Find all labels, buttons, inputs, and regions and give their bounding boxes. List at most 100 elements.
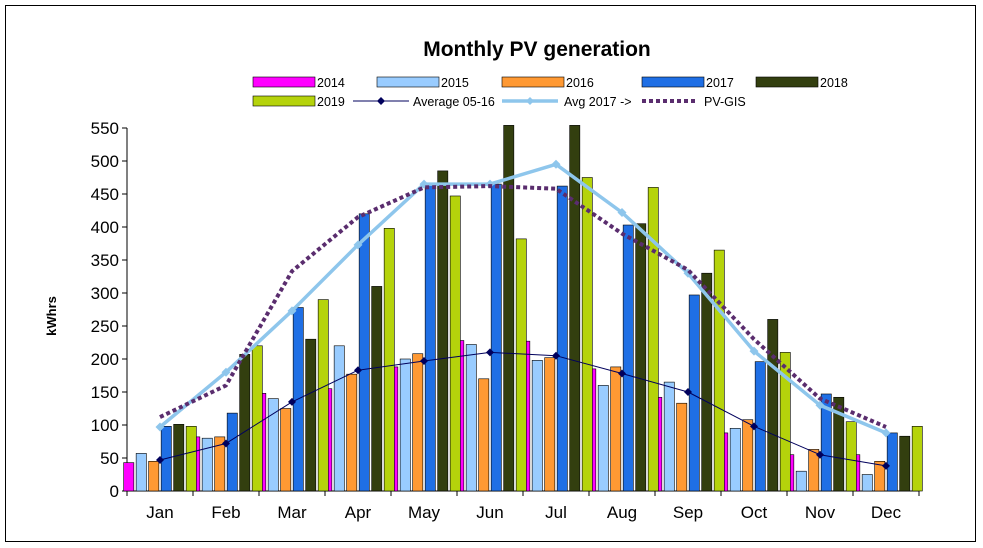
- chart-frame: [5, 5, 976, 542]
- bar-2019-Jul: [581, 177, 593, 492]
- bar-2017-Apr: [358, 213, 370, 492]
- bar-2019-Nov: [845, 421, 857, 492]
- line-point-1-Feb: [221, 367, 231, 377]
- line-point-0-Feb: [222, 439, 230, 448]
- x-tick-label: Jun: [476, 503, 503, 522]
- x-tick-label: Jul: [545, 503, 567, 522]
- line-point-0-Jan: [156, 455, 164, 464]
- y-tick-label: 550: [91, 119, 119, 138]
- bar-2015-Apr: [333, 345, 345, 492]
- line-point-1-Dec: [881, 428, 891, 438]
- bar-2018-Jul: [569, 125, 581, 492]
- line-point-0-Oct: [750, 422, 758, 431]
- bar-2019-Sep: [713, 249, 725, 492]
- bar-2017-Dec: [886, 432, 898, 492]
- bar-2015-Oct: [729, 427, 741, 492]
- bar-2018-Apr: [371, 286, 383, 492]
- bar-2015-Aug: [597, 385, 609, 492]
- bar-2016-Nov: [808, 449, 820, 492]
- legend-swatch-2017: [641, 76, 705, 88]
- y-tick-label: 250: [91, 317, 119, 336]
- line-point-0-Jun: [486, 348, 494, 357]
- chart-title: Monthly PV generation: [423, 38, 651, 61]
- bar-2019-Oct: [779, 352, 791, 492]
- bar-2016-Jan: [148, 460, 160, 492]
- bar-2019-Jun: [515, 238, 527, 492]
- line-series-2: [159, 184, 887, 429]
- legend-marker-0: [377, 97, 385, 105]
- legend-label-2015: 2015: [441, 76, 469, 90]
- bar-2018-May: [437, 170, 449, 492]
- x-tick-label: Oct: [741, 503, 768, 522]
- legend-swatch-2015: [376, 76, 440, 88]
- line-point-1-Aug: [617, 207, 627, 217]
- bar-2015-Nov: [795, 470, 807, 492]
- x-tick-label: Apr: [345, 503, 372, 522]
- bar-2017-Jul: [556, 185, 568, 492]
- bar-2016-Jul: [544, 357, 556, 492]
- legend-marker-1: [526, 97, 534, 105]
- legend-swatch-2016: [501, 76, 565, 88]
- line-point-1-Mar: [287, 306, 297, 316]
- line-point-0-Apr: [354, 366, 362, 375]
- bar-2018-Aug: [635, 223, 647, 492]
- bar-2017-Feb: [226, 412, 238, 492]
- bar-2016-Dec: [874, 460, 886, 492]
- bar-2018-Mar: [305, 338, 317, 492]
- legend-label-2018: 2018: [820, 76, 848, 90]
- bar-2018-Oct: [767, 319, 779, 492]
- bar-2015-Jun: [465, 344, 477, 492]
- line-point-1-Jul: [551, 159, 561, 169]
- bar-2018-Sep: [701, 272, 713, 492]
- y-tick-label: 100: [91, 416, 119, 435]
- x-tick-label: Dec: [871, 503, 902, 522]
- bar-2016-Aug: [610, 366, 622, 492]
- legend: 2014 2015 2016 2017 2018 2019 Average 05-16 Avg…: [252, 76, 848, 109]
- bar-2019-Apr: [383, 228, 395, 492]
- bar-2015-Jul: [531, 360, 543, 492]
- bar-2018-Jun: [503, 125, 515, 492]
- bar-2015-Jan: [135, 453, 147, 492]
- line-point-0-May: [420, 356, 428, 365]
- line-point-0-Aug: [618, 369, 626, 378]
- legend-label-line-2: PV-GIS: [704, 95, 746, 109]
- line-point-1-Jan: [155, 422, 165, 432]
- bar-2016-Jun: [478, 378, 490, 492]
- legend-label-2014: 2014: [317, 76, 345, 90]
- bar-2016-Oct: [742, 419, 754, 492]
- bar-2018-Jan: [173, 424, 185, 492]
- legend-label-2016: 2016: [566, 76, 594, 90]
- y-tick-label: 400: [91, 218, 119, 237]
- y-tick-label: 500: [91, 152, 119, 171]
- bar-2015-Dec: [861, 474, 873, 492]
- line-point-0-Sep: [684, 388, 692, 396]
- x-tick-label: Mar: [277, 503, 307, 522]
- x-tick-label: Jan: [146, 503, 173, 522]
- bar-2017-Jun: [490, 183, 502, 492]
- bar-2017-May: [424, 183, 436, 492]
- bar-2016-Apr: [346, 373, 358, 492]
- line-point-1-Apr: [353, 240, 363, 250]
- y-tick-label: 200: [91, 350, 119, 369]
- bar-2019-Feb: [251, 345, 263, 492]
- y-tick-label: 50: [100, 449, 119, 468]
- line-point-0-Dec: [882, 461, 890, 470]
- bar-2018-Nov: [833, 396, 845, 492]
- y-tick-label: 300: [91, 284, 119, 303]
- line-point-0-Jul: [552, 351, 560, 360]
- y-tick-label: 450: [91, 185, 119, 204]
- x-tick-label: Nov: [805, 503, 836, 522]
- x-tick-label: May: [408, 503, 441, 522]
- y-tick-label: 350: [91, 251, 119, 270]
- y-axis-label: kWhrs: [44, 296, 59, 336]
- legend-swatch-2018: [755, 76, 819, 88]
- bar-2019-Mar: [317, 299, 329, 492]
- bar-2016-May: [412, 353, 424, 492]
- legend-label-2017: 2017: [706, 76, 734, 90]
- bar-2015-Feb: [201, 437, 213, 492]
- line-series-0: [159, 351, 887, 467]
- bar-2016-Mar: [280, 408, 292, 492]
- bar-2016-Feb: [214, 436, 226, 492]
- bar-2018-Feb: [239, 354, 251, 492]
- bar-2019-Jan: [185, 426, 197, 492]
